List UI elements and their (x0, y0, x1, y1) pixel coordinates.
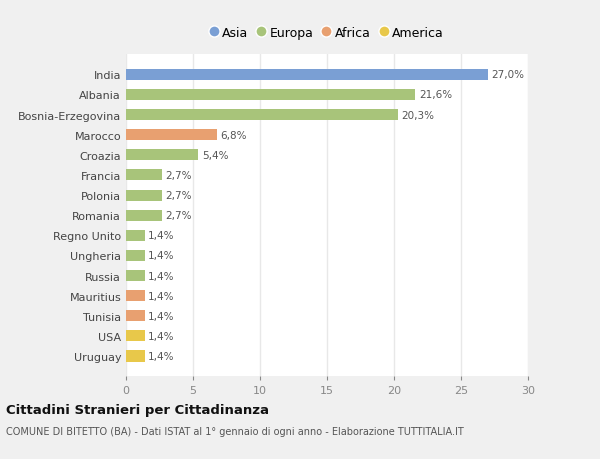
Bar (126, 311, 145, 322)
Bar (126, 230, 145, 241)
Text: COMUNE DI BITETTO (BA) - Dati ISTAT al 1° gennaio di ogni anno - Elaborazione TU: COMUNE DI BITETTO (BA) - Dati ISTAT al 1… (6, 426, 464, 436)
Text: 1,4%: 1,4% (148, 351, 175, 361)
Bar (126, 250, 145, 262)
Bar (126, 291, 145, 302)
Bar (126, 351, 145, 362)
Text: 2,7%: 2,7% (166, 211, 192, 221)
Bar (126, 70, 488, 81)
Text: 6,8%: 6,8% (220, 130, 247, 140)
Bar (126, 210, 162, 221)
Text: 20,3%: 20,3% (401, 110, 434, 120)
Text: 27,0%: 27,0% (491, 70, 524, 80)
Bar (126, 330, 145, 341)
Text: 5,4%: 5,4% (202, 151, 228, 161)
Text: 1,4%: 1,4% (148, 331, 175, 341)
Bar (126, 270, 145, 281)
Bar (126, 170, 162, 181)
Bar (126, 110, 398, 121)
Text: 2,7%: 2,7% (166, 190, 192, 201)
Text: Cittadini Stranieri per Cittadinanza: Cittadini Stranieri per Cittadinanza (6, 403, 269, 416)
Bar (126, 150, 199, 161)
Text: 2,7%: 2,7% (166, 171, 192, 180)
Text: 1,4%: 1,4% (148, 251, 175, 261)
Text: 1,4%: 1,4% (148, 271, 175, 281)
Text: 21,6%: 21,6% (419, 90, 452, 100)
Bar (126, 130, 217, 141)
Text: 1,4%: 1,4% (148, 291, 175, 301)
Text: 1,4%: 1,4% (148, 231, 175, 241)
Bar (126, 90, 415, 101)
Bar (126, 190, 162, 201)
Legend: Asia, Europa, Africa, America: Asia, Europa, Africa, America (207, 23, 447, 43)
Text: 1,4%: 1,4% (148, 311, 175, 321)
